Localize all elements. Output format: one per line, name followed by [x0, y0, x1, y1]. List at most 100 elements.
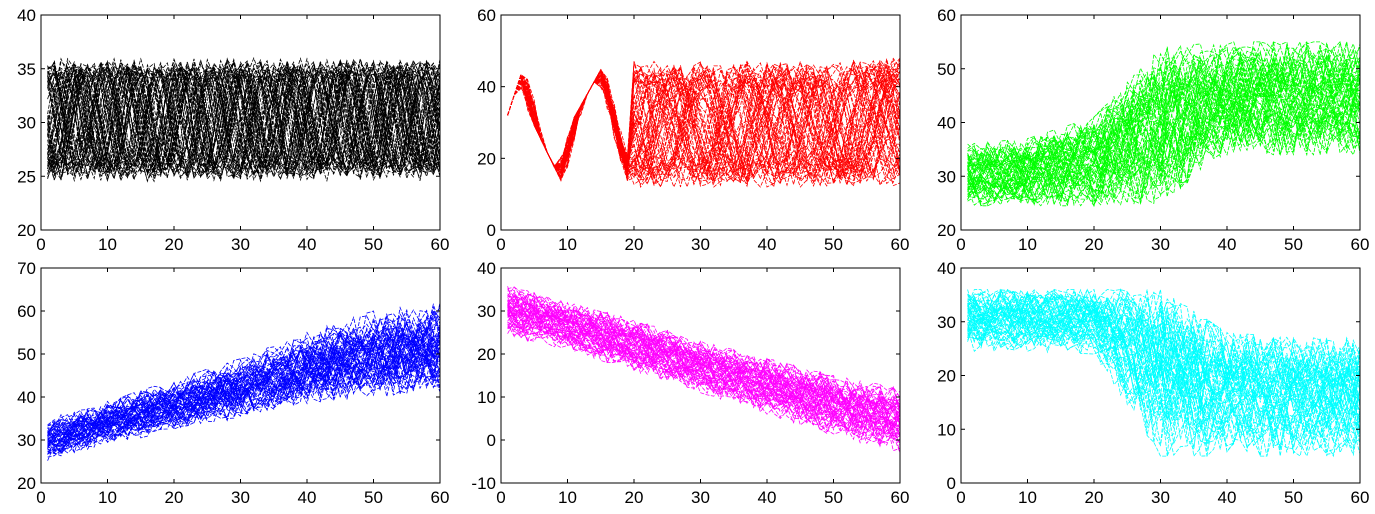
subplot-increasing-trend: 0 10 20 30 40 50 60 20 30 40 50 60 70	[17, 259, 449, 507]
y-tick-label: 20	[17, 474, 36, 493]
y-tick-label: 30	[937, 313, 956, 332]
series-line	[967, 293, 1360, 391]
series-line	[507, 318, 900, 443]
series-line	[47, 309, 440, 433]
x-tick-label: 20	[625, 235, 644, 254]
y-tick-label: 20	[17, 221, 36, 240]
x-tick-label: 50	[1284, 488, 1303, 507]
x-tick-label: 40	[1218, 488, 1237, 507]
x-tick-label: 30	[691, 488, 710, 507]
y-tick-label: 60	[17, 302, 36, 321]
series-group	[507, 286, 900, 454]
series-line	[967, 289, 1360, 381]
x-tick-label: 50	[364, 235, 383, 254]
x-tick-label: 10	[558, 488, 577, 507]
series-line	[47, 57, 440, 182]
x-tick-label: 50	[824, 235, 843, 254]
series-line	[507, 67, 900, 188]
series-line	[507, 293, 900, 415]
x-tick-label: 30	[231, 488, 250, 507]
series-line	[47, 60, 440, 180]
series-line	[967, 77, 1360, 189]
x-tick-label: 0	[496, 235, 505, 254]
series-line	[967, 46, 1360, 171]
x-tick-label: 60	[891, 488, 910, 507]
y-tick-label: 20	[477, 149, 496, 168]
y-tick-label: 50	[17, 345, 36, 364]
series-line	[967, 102, 1360, 206]
subplot-upward-shift: 0 10 20 30 40 50 60 20 30 40 50 60	[937, 6, 1369, 254]
series-line	[47, 352, 440, 453]
x-tick-label: 30	[1151, 488, 1170, 507]
y-tick-label: 35	[17, 60, 36, 79]
series-line	[47, 62, 440, 181]
series-group	[47, 56, 440, 183]
y-tick-label: 60	[937, 6, 956, 25]
y-tick-label: 30	[17, 114, 36, 133]
y-tick-label: 10	[937, 420, 956, 439]
series-line	[47, 63, 440, 177]
series-line	[507, 322, 900, 454]
series-line	[47, 310, 440, 438]
series-line	[47, 61, 440, 178]
series-line	[47, 306, 440, 436]
x-tick-label: 0	[36, 235, 45, 254]
series-line	[47, 59, 440, 181]
series-line	[967, 324, 1360, 457]
x-tick-label: 20	[165, 488, 184, 507]
x-tick-label: 0	[496, 488, 505, 507]
series-line	[967, 99, 1360, 203]
series-line	[507, 286, 900, 415]
x-tick-label: 50	[824, 488, 843, 507]
x-tick-label: 30	[691, 235, 710, 254]
series-line	[967, 315, 1360, 435]
series-line	[967, 74, 1360, 188]
series-line	[507, 299, 900, 423]
series-line	[967, 102, 1360, 207]
x-tick-label: 60	[1351, 488, 1370, 507]
series-line	[967, 296, 1360, 393]
series-line	[47, 60, 440, 180]
series-line	[967, 71, 1360, 188]
series-line	[507, 289, 900, 412]
series-line	[967, 292, 1360, 392]
series-line	[967, 288, 1360, 384]
series-group	[47, 302, 440, 461]
series-line	[967, 288, 1360, 385]
series-line	[967, 301, 1360, 411]
y-tick-label: 60	[477, 6, 496, 25]
x-tick-label: 40	[298, 235, 317, 254]
series-line	[967, 44, 1360, 172]
series-line	[967, 93, 1360, 200]
x-tick-label: 0	[36, 488, 45, 507]
series-line	[47, 338, 440, 442]
series-line	[967, 65, 1360, 180]
x-tick-label: 10	[1018, 488, 1037, 507]
series-line	[507, 289, 900, 405]
y-tick-label: 40	[17, 6, 36, 25]
series-line	[967, 97, 1360, 203]
series-line	[507, 58, 900, 186]
series-line	[47, 61, 440, 178]
series-line	[47, 302, 440, 433]
series-line	[47, 353, 440, 454]
series-line	[967, 42, 1360, 172]
subplot-cyclic: 0 10 20 30 40 50 60 20 25 30 35 40	[17, 6, 449, 254]
series-line	[967, 105, 1360, 207]
x-tick-label: 30	[1151, 235, 1170, 254]
series-line	[47, 59, 440, 180]
series-line	[507, 61, 900, 183]
series-line	[47, 356, 440, 451]
y-tick-label: 25	[17, 167, 36, 186]
series-line	[507, 62, 900, 187]
series-line	[507, 293, 900, 412]
series-line	[507, 309, 900, 438]
y-tick-label: 70	[17, 259, 36, 278]
subplot-cyclic-noisy: 0 10 20 30 40 50 60 0 20 40 60	[477, 6, 909, 254]
x-tick-label: 50	[1284, 235, 1303, 254]
x-tick-label: 40	[758, 235, 777, 254]
series-line	[507, 63, 900, 180]
series-group	[967, 40, 1360, 208]
series-line	[47, 332, 440, 443]
